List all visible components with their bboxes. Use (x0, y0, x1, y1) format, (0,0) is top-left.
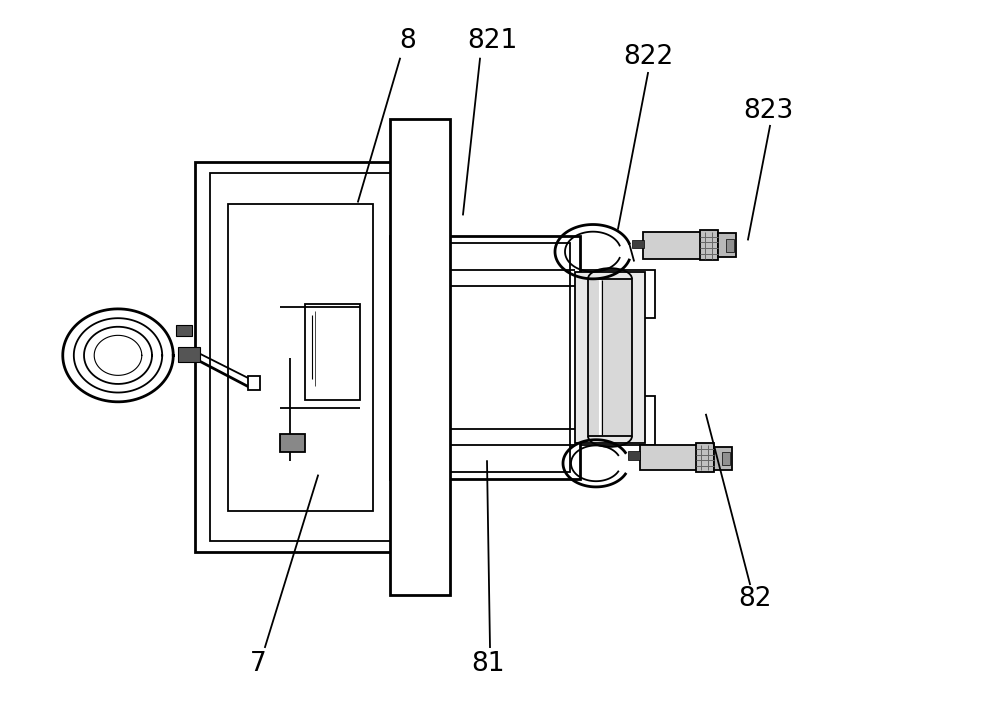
Bar (390, 119, 450, 595)
Bar (643, 232, 703, 259)
Bar (632, 240, 644, 248)
Bar (696, 443, 714, 472)
Bar (228, 204, 373, 511)
Bar (588, 279, 632, 436)
Bar (305, 304, 360, 400)
Bar (726, 239, 734, 252)
Bar (210, 173, 415, 541)
Text: 823: 823 (743, 98, 793, 124)
Bar (722, 452, 730, 465)
Bar (176, 325, 192, 336)
Text: 822: 822 (623, 44, 673, 70)
Bar (390, 236, 580, 479)
Bar (395, 396, 655, 445)
Text: 821: 821 (467, 29, 517, 54)
Text: 81: 81 (471, 651, 505, 676)
Bar (714, 447, 732, 470)
Text: 7: 7 (250, 651, 266, 676)
Bar (700, 230, 718, 260)
Bar (400, 243, 570, 472)
Text: 8: 8 (400, 29, 416, 54)
Bar (628, 451, 640, 460)
Bar (395, 270, 655, 318)
Text: 82: 82 (738, 586, 772, 612)
Bar (178, 347, 200, 362)
Bar (575, 272, 645, 443)
Bar (640, 445, 698, 470)
Bar (195, 162, 430, 552)
Bar (280, 434, 305, 452)
Bar (718, 233, 736, 257)
Bar (248, 376, 260, 390)
